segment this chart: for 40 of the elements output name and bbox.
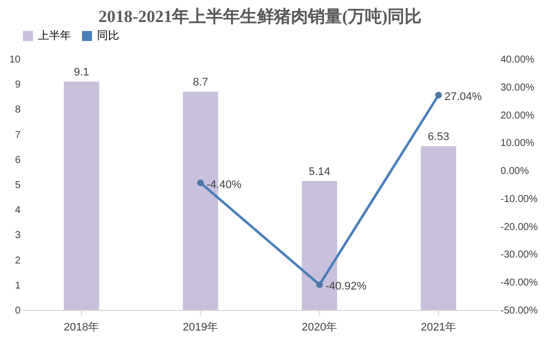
x-tick-label: 2018年 — [64, 322, 100, 334]
y2-tick-label: -50.00% — [500, 306, 538, 316]
y2-tick-label: 20.00% — [500, 110, 535, 122]
bar — [420, 146, 456, 310]
y2-tick-label: -40.00% — [500, 278, 538, 289]
y-tick-label: 5 — [14, 180, 21, 191]
y2-tick-label: -30.00% — [500, 250, 538, 261]
data-label: 6.53 — [428, 131, 450, 144]
y-tick-label: 4 — [14, 205, 21, 216]
data-label: 9.1 — [74, 66, 90, 79]
x-tick-label: 2019年 — [182, 322, 218, 334]
chart-title: 2018-2021年上半年生鲜猪肉销量(万吨)同比 — [98, 7, 422, 26]
data-label: -4.40% — [206, 178, 242, 191]
data-label: 8.7 — [192, 76, 208, 89]
legend-label: 同比 — [97, 29, 119, 42]
data-label: 5.14 — [308, 166, 330, 178]
y-tick-label: 7 — [14, 130, 21, 141]
y2-tick-label: 40.00% — [500, 54, 535, 66]
y2-tick-label: 0.00% — [500, 166, 529, 178]
y-tick-label: 3 — [14, 230, 21, 242]
y-tick-label: 8 — [14, 104, 21, 116]
point — [316, 281, 323, 288]
bar — [64, 82, 100, 310]
y-tick-label: 10 — [9, 54, 21, 66]
y-tick-label: 1 — [14, 280, 21, 292]
y2-tick-label: -10.00% — [500, 194, 538, 205]
x-tick-label: 2020年 — [302, 322, 338, 334]
y-tick-label: 0 — [14, 306, 21, 316]
y2-tick-label: 30.00% — [500, 82, 535, 94]
y-tick-label: 6 — [14, 154, 21, 166]
x-tick-label: 2021年 — [420, 322, 456, 334]
legend-label: 上半年 — [38, 29, 71, 42]
data-label: 27.04% — [444, 91, 482, 104]
point — [197, 179, 204, 186]
y2-tick-label: -20.00% — [500, 222, 538, 233]
y2-tick-label: 10.00% — [500, 138, 535, 150]
point — [435, 92, 442, 98]
data-label: -40.92% — [326, 280, 367, 293]
y-tick-label: 9 — [14, 80, 21, 91]
y-tick-label: 2 — [14, 255, 21, 266]
